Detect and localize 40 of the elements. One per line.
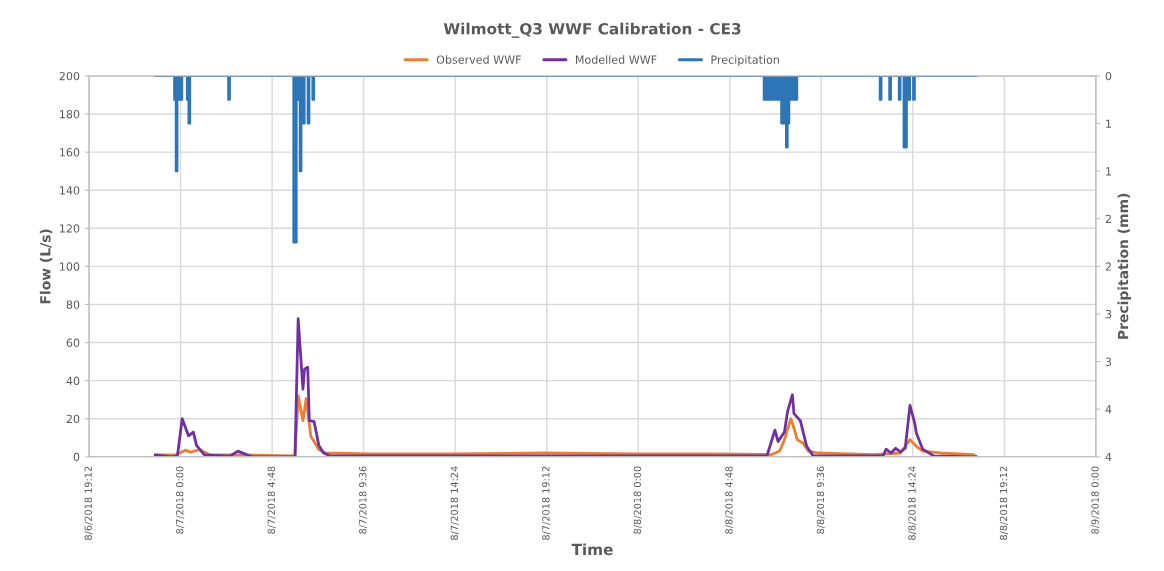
y-tick-label: 120 — [60, 224, 80, 233]
x-tick-label: 8/8/2018 4:48 — [725, 466, 734, 534]
y2-tick-label: 3 — [1105, 357, 1112, 366]
line-series — [153, 317, 979, 457]
y2-tick-label: 0 — [1105, 71, 1112, 81]
y-tick-label: 180 — [60, 110, 80, 119]
y2-tick-label: 3 — [1105, 309, 1112, 319]
y2-tick-label: 2 — [1105, 214, 1111, 223]
y2-axis-title: Precipitation (mm) — [1117, 193, 1131, 339]
legend-label: Modelled WWF — [575, 55, 657, 64]
chart-title: Wilmott_Q3 WWF Calibration - CE3 — [443, 22, 741, 38]
x-tick-label: 8/7/2018 0:00 — [176, 466, 185, 534]
y-tick-label: 0 — [73, 452, 80, 462]
x-axis-title: Time — [571, 543, 613, 556]
y2-tick-label: 4 — [1105, 405, 1112, 414]
x-tick-label: 8/9/2018 0:00 — [1091, 466, 1100, 534]
y-tick-label: 200 — [59, 71, 80, 81]
x-tick-label: 8/7/2018 9:36 — [359, 466, 368, 534]
x-tick-label: 8/6/2018 19:12 — [84, 466, 93, 540]
y-tick-label: 60 — [66, 338, 80, 347]
y-tick-label: 40 — [66, 376, 80, 386]
legend-label: Precipitation — [711, 55, 779, 66]
x-tick-label: 8/7/2018 14:24 — [450, 466, 459, 540]
y-tick-label: 20 — [66, 414, 80, 424]
y-axis-title: Flow (L/s) — [39, 229, 53, 304]
y-tick-label: 100 — [60, 262, 80, 271]
y2-tick-label: 1 — [1106, 167, 1111, 176]
y2-tick-label: 1 — [1106, 119, 1111, 128]
y2-tick-label: 2 — [1105, 262, 1111, 271]
y-tick-label: 80 — [66, 300, 80, 309]
y2-tick-label: 4 — [1105, 452, 1112, 462]
x-tick-label: 8/7/2018 19:12 — [542, 466, 551, 540]
legend-label: Observed WWF — [436, 55, 521, 64]
x-tick-label: 8/8/2018 9:36 — [816, 466, 825, 534]
y-tick-label: 140 — [60, 186, 80, 195]
y-tick-label: 160 — [60, 148, 80, 157]
x-tick-label: 8/8/2018 0:00 — [633, 466, 642, 534]
x-tick-label: 8/8/2018 14:24 — [908, 466, 917, 540]
x-tick-label: 8/8/2018 19:12 — [999, 466, 1008, 540]
x-tick-label: 8/7/2018 4:48 — [267, 466, 276, 534]
